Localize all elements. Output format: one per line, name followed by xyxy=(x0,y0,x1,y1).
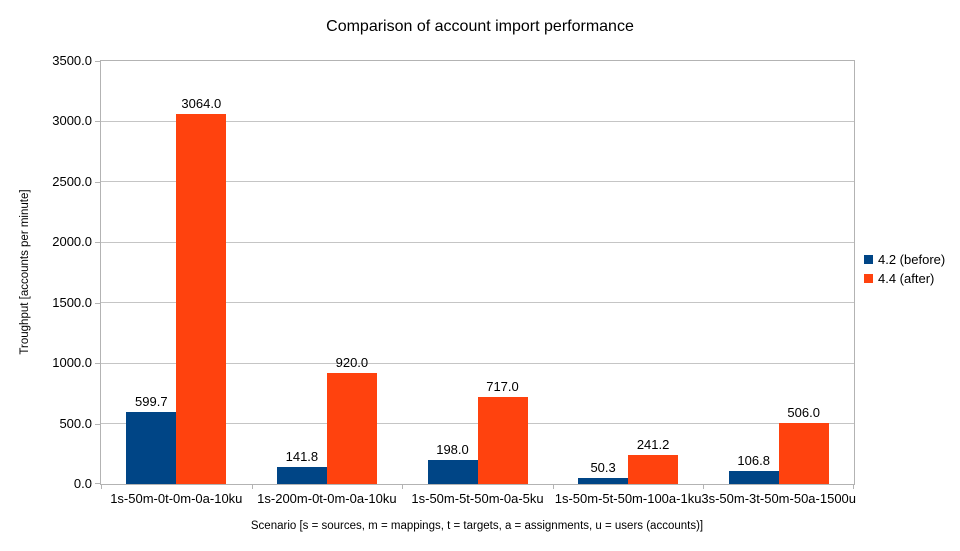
bar-4.4-cat4 xyxy=(628,454,679,484)
x-axis-tick xyxy=(552,484,554,489)
bar-4.2-cat3 xyxy=(427,460,478,484)
gridline xyxy=(101,120,854,122)
legend: 4.2 (before) 4.4 (after) xyxy=(864,252,945,290)
bar-4.2-cat1 xyxy=(126,411,177,484)
legend-label: 4.2 (before) xyxy=(878,252,946,267)
x-axis-tick xyxy=(703,484,705,489)
bar-value-label: 106.8 xyxy=(737,453,770,469)
y-axis-tick xyxy=(95,242,101,244)
x-category-label: 1s-50m-0t-0m-0a-10ku xyxy=(110,491,243,506)
x-axis-tick xyxy=(853,484,854,489)
bar-4.2-cat5 xyxy=(728,471,779,484)
y-tick-label: 2500.0 xyxy=(52,173,92,189)
y-tick-label: 3000.0 xyxy=(52,113,92,129)
chart-title: Comparison of account import performance xyxy=(326,18,634,35)
y-axis-tick xyxy=(95,121,101,123)
x-category-label: 1s-50m-5t-50m-0a-5ku xyxy=(411,491,544,506)
legend-color-swatch xyxy=(864,255,873,264)
y-tick-label: 1000.0 xyxy=(52,355,92,371)
bar-value-label: 50.3 xyxy=(590,459,616,475)
bar-value-label: 241.2 xyxy=(636,436,670,452)
x-category-label: 1s-200m-0t-0m-0a-10ku xyxy=(257,491,397,506)
gridline xyxy=(101,302,854,304)
y-tick-label: 500.0 xyxy=(59,415,92,431)
gridline xyxy=(101,241,854,243)
y-axis-title: Troughput [accounts per minute] xyxy=(19,189,31,355)
y-axis-tick xyxy=(95,302,101,304)
legend-color-swatch xyxy=(864,274,873,283)
y-axis-tick xyxy=(95,423,101,425)
bar-value-label: 141.8 xyxy=(285,448,319,464)
y-tick-label: 1500.0 xyxy=(52,294,92,310)
bar-value-label: 920.0 xyxy=(335,354,369,370)
bar-value-label: 506.0 xyxy=(787,404,820,420)
y-axis-tick xyxy=(95,181,101,183)
legend-row: 4.4 (after) xyxy=(864,271,945,286)
x-axis-tick xyxy=(402,484,404,489)
gridline xyxy=(101,362,854,364)
y-tick-label: 2000.0 xyxy=(52,234,92,250)
y-axis-tick xyxy=(95,483,101,484)
bar-value-label: 599.7 xyxy=(135,393,168,409)
bar-4.4-cat2 xyxy=(326,372,377,484)
plot-area: 0.0 500.0 1000.0 1500.0 2000.0 2500.0 3000.0 35… xyxy=(52,53,856,506)
x-axis-title: Scenario [s = sources, m = mappings, t =… xyxy=(250,520,704,532)
legend-row: 4.2 (before) xyxy=(864,252,945,267)
x-category-label: 3s-50m-3t-50m-50a-1500u xyxy=(701,491,857,506)
bar-4.2-cat4 xyxy=(578,477,629,484)
bar-4.4-cat1 xyxy=(176,113,227,484)
x-axis-tick xyxy=(101,484,102,489)
x-category-label: 1s-50m-5t-50m-100a-1ku xyxy=(554,491,702,506)
bar-value-label: 717.0 xyxy=(486,379,519,395)
y-axis-tick xyxy=(95,363,101,365)
bar-4.4-cat5 xyxy=(778,422,829,484)
bar-4.2-cat2 xyxy=(276,466,327,484)
y-tick-label: 3500.0 xyxy=(52,53,92,68)
y-axis-tick xyxy=(95,61,101,62)
bar-4.4-cat3 xyxy=(477,397,528,484)
gridline xyxy=(101,181,854,183)
legend-label: 4.4 (after) xyxy=(878,271,935,286)
bar-value-label: 198.0 xyxy=(436,442,469,458)
x-axis-tick xyxy=(251,484,253,489)
bar-value-label: 3064.0 xyxy=(181,95,222,111)
y-tick-label: 0.0 xyxy=(73,476,92,491)
